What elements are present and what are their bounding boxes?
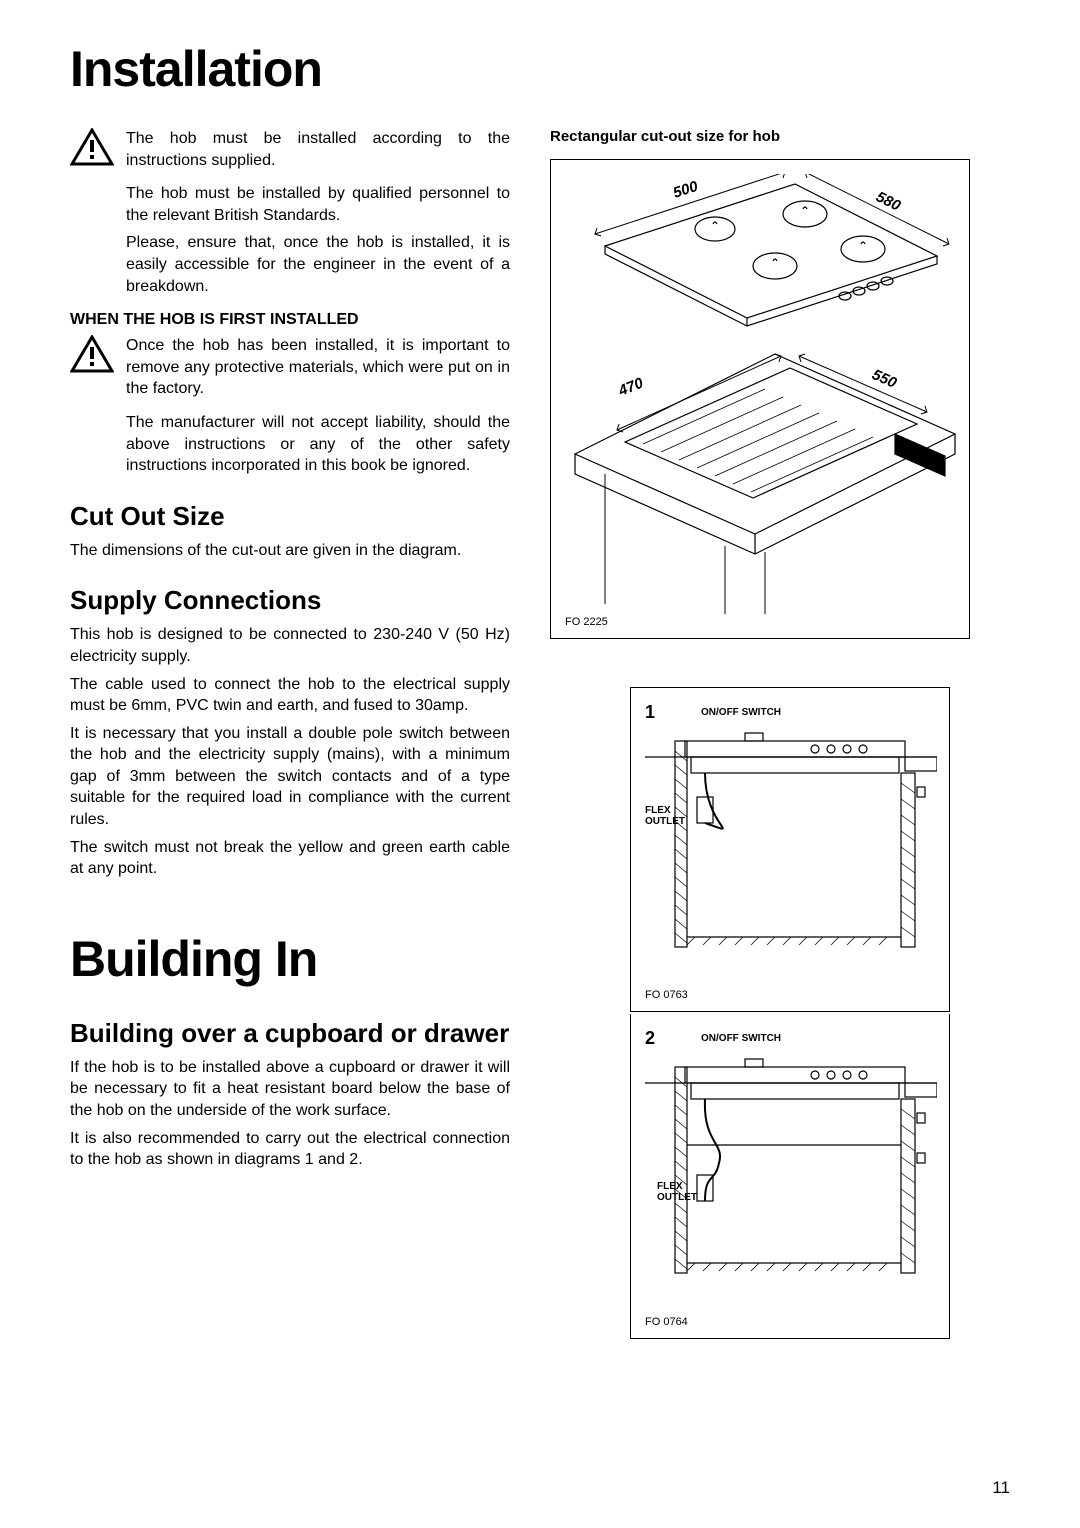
fo-label-top: FO 2225 bbox=[565, 616, 608, 628]
diag2-flex-1: FLEX bbox=[657, 1181, 683, 1192]
fo-label-1: FO 0763 bbox=[645, 989, 688, 1001]
first-p2: The manufacturer will not accept liabili… bbox=[126, 412, 510, 477]
fo-label-2: FO 0764 bbox=[645, 1316, 688, 1328]
building-p2: It is also recommended to carry out the … bbox=[70, 1128, 510, 1171]
left-column: The hob must be installed according to t… bbox=[70, 128, 510, 1341]
warning-block-2: Once the hob has been installed, it is i… bbox=[70, 335, 510, 406]
supply-p1: This hob is designed to be connected to … bbox=[70, 624, 510, 667]
diag1-flex-1: FLEX bbox=[645, 805, 671, 816]
diag1-flex-2: OUTLET bbox=[645, 816, 685, 827]
figure-caption-top: Rectangular cut-out size for hob bbox=[550, 128, 1010, 145]
warning-icon bbox=[70, 335, 114, 373]
page-title: Installation bbox=[70, 40, 1010, 98]
intro-p3: Please, ensure that, once the hob is ins… bbox=[126, 232, 510, 297]
diag1-num: 1 bbox=[645, 702, 655, 723]
diag1-switch: ON/OFF SWITCH bbox=[701, 707, 781, 718]
cutout-p1: The dimensions of the cut-out are given … bbox=[70, 540, 510, 562]
dim-cut-d: 550 bbox=[869, 366, 899, 392]
first-installed-heading: WHEN THE HOB IS FIRST INSTALLED bbox=[70, 311, 510, 329]
intro-p1: The hob must be installed according to t… bbox=[126, 128, 510, 171]
supply-heading: Supply Connections bbox=[70, 585, 510, 616]
cabinet-diagram-1: 1 ON/OFF SWITCH bbox=[630, 687, 950, 1012]
dim-hob-d: 580 bbox=[873, 188, 904, 215]
diag2-switch: ON/OFF SWITCH bbox=[701, 1033, 781, 1044]
intro-p2: The hob must be installed by qualified p… bbox=[126, 183, 510, 226]
supply-p2: The cable used to connect the hob to the… bbox=[70, 674, 510, 717]
diag2-flex-2: OUTLET bbox=[657, 1192, 697, 1203]
building-p1: If the hob is to be installed above a cu… bbox=[70, 1057, 510, 1122]
building-heading: Building over a cupboard or drawer bbox=[70, 1018, 510, 1049]
page-number: 11 bbox=[992, 1478, 1010, 1498]
diag2-num: 2 bbox=[645, 1028, 655, 1049]
cutout-heading: Cut Out Size bbox=[70, 501, 510, 532]
warning-block-1: The hob must be installed according to t… bbox=[70, 128, 510, 177]
building-in-title: Building In bbox=[70, 930, 510, 988]
supply-p4: The switch must not break the yellow and… bbox=[70, 837, 510, 880]
cabinet-diagram-2: 2 ON/OFF SWITCH bbox=[630, 1014, 950, 1339]
first-p1: Once the hob has been installed, it is i… bbox=[126, 335, 510, 400]
dim-cut-w: 470 bbox=[615, 374, 646, 400]
supply-p3: It is necessary that you install a doubl… bbox=[70, 723, 510, 831]
warning-icon bbox=[70, 128, 114, 166]
dim-hob-w: 500 bbox=[671, 178, 701, 202]
right-column: Rectangular cut-out size for hob bbox=[550, 128, 1010, 1341]
hob-cutout-diagram: 500 580 bbox=[550, 159, 970, 639]
